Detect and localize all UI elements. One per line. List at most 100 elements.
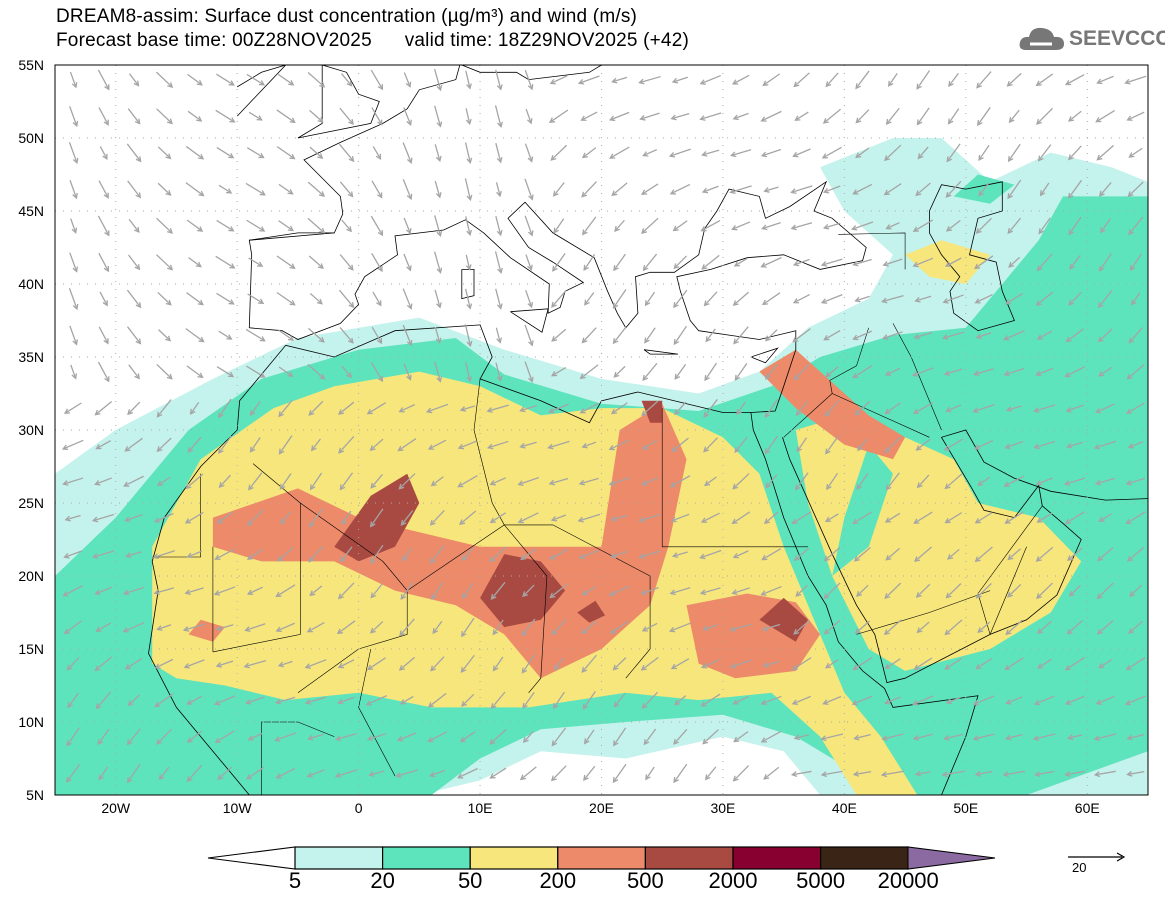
lon-label: 10E <box>467 800 493 816</box>
wind-arrow <box>97 361 110 383</box>
lat-label: 55N <box>18 57 44 73</box>
wind-arrow <box>640 586 659 596</box>
wind-arrow <box>99 146 108 160</box>
coastline <box>236 65 287 117</box>
wind-arrow <box>823 329 841 341</box>
wind-arrow <box>247 732 263 741</box>
wind-arrow <box>702 729 719 745</box>
wind-arrow <box>369 508 384 528</box>
wind-arrow <box>307 217 326 234</box>
wind-arrow <box>852 330 873 341</box>
wind-arrow <box>69 106 79 128</box>
wind-arrow <box>857 438 868 452</box>
wind-arrow <box>400 581 414 601</box>
wind-arrow <box>552 691 565 710</box>
wind-arrow <box>552 253 566 272</box>
wind-arrow <box>183 659 205 669</box>
wind-arrow <box>216 511 233 524</box>
wind-arrow <box>1124 75 1147 85</box>
wind-arrow <box>1039 182 1050 197</box>
wind-arrow <box>972 695 995 706</box>
wind-arrow <box>852 770 872 777</box>
wind-arrow <box>489 767 507 779</box>
wind-arrow <box>399 695 414 705</box>
wind-arrow <box>733 257 748 267</box>
wind-arrow <box>853 546 871 562</box>
coastline <box>929 181 1015 332</box>
wind-arrow <box>973 368 994 377</box>
wind-arrow <box>731 74 750 85</box>
wind-arrow <box>884 402 901 415</box>
wind-arrow <box>310 438 321 452</box>
wind-arrow <box>614 219 625 232</box>
wind-arrow <box>308 508 324 528</box>
wind-arrow <box>912 733 933 741</box>
wind-arrow <box>494 251 503 275</box>
wind-arrow <box>1035 291 1054 306</box>
country-border <box>152 473 201 558</box>
wind-arrow <box>792 258 810 267</box>
wind-arrow <box>62 477 84 486</box>
wind-arrow <box>98 326 109 345</box>
wind-arrow <box>459 510 477 526</box>
wind-arrow <box>583 729 595 745</box>
wind-arrow <box>341 219 352 233</box>
lon-label: 20W <box>101 800 131 816</box>
wind-arrow <box>1064 366 1086 378</box>
wind-arrow <box>64 514 81 522</box>
wind-arrow <box>214 730 235 743</box>
wind-arrow <box>974 770 993 777</box>
wind-arrow <box>577 513 601 523</box>
wind-arrow <box>1093 733 1117 742</box>
wind-arrow <box>215 624 234 632</box>
wind-arrow <box>1128 327 1143 344</box>
wind-arrow <box>761 221 781 231</box>
wind-arrow <box>465 254 472 271</box>
wind-arrow <box>820 258 843 267</box>
wind-arrow <box>244 623 266 632</box>
wind-arrow <box>581 181 597 198</box>
wind-arrow <box>371 326 383 345</box>
wind-arrow <box>215 255 236 269</box>
wind-arrow <box>246 548 264 560</box>
lon-label: 50E <box>953 800 979 816</box>
dust-level-200-500 <box>188 619 225 642</box>
wind-arrow <box>978 144 990 162</box>
wind-arrow <box>126 289 142 309</box>
wind-arrow <box>824 659 839 669</box>
wind-arrow <box>465 108 472 126</box>
wind-arrow <box>152 550 175 560</box>
wind-arrow <box>1128 620 1144 634</box>
wind-arrow <box>825 435 840 455</box>
wind-arrow <box>550 514 567 522</box>
wind-arrow <box>337 401 355 415</box>
wind-arrow <box>307 733 324 741</box>
wind-arrow <box>826 472 839 491</box>
wind-arrow <box>977 106 991 126</box>
wind-arrow <box>465 288 473 310</box>
wind-arrow <box>672 220 688 232</box>
wind-arrow <box>1006 72 1022 87</box>
wind-arrow <box>1125 511 1146 525</box>
wind-arrow <box>1037 144 1052 162</box>
wind-arrow <box>1098 366 1113 377</box>
wind-arrow <box>370 215 384 237</box>
wind-arrow <box>340 73 353 87</box>
wind-arrow <box>703 291 718 307</box>
colorbar-label: 50 <box>457 868 483 893</box>
wind-arrow <box>304 659 327 669</box>
wind-arrow <box>736 401 746 416</box>
lon-label: 20E <box>589 800 614 816</box>
wind-arrow <box>369 438 384 451</box>
wind-arrow <box>124 657 143 670</box>
wind-arrow <box>914 295 932 303</box>
wind-arrow <box>1124 695 1146 706</box>
wind-arrow <box>489 477 506 486</box>
wind-arrow <box>731 511 751 525</box>
colorbar-box <box>644 846 734 870</box>
wind-arrow <box>275 767 296 779</box>
coastline <box>750 412 979 795</box>
coastline <box>148 65 867 795</box>
wind-arrow <box>763 511 779 525</box>
wind-arrow <box>464 178 473 202</box>
